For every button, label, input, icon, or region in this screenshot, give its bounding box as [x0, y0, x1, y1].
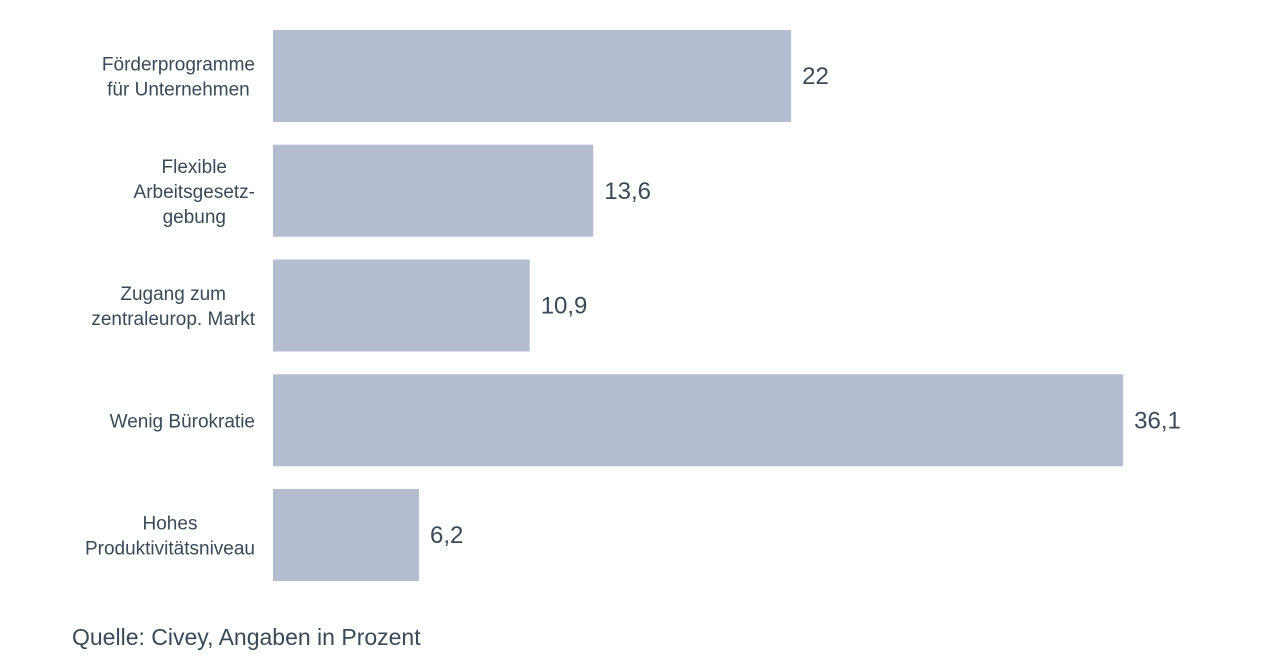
bar-3	[273, 374, 1124, 467]
bar-2	[273, 259, 530, 352]
bar-chart: 22 Förderprogramme für Unternehmen 13,6 Flex…	[85, 30, 1181, 581]
bar-4	[273, 489, 420, 581]
category-label-2: Zugang zum zentraleurop. Markt	[91, 284, 255, 330]
category-label-3: Wenig Bürokratie	[110, 411, 255, 432]
value-label-1: 13,6	[604, 178, 651, 205]
value-label-4: 6,2	[430, 522, 463, 549]
value-label-3: 36,1	[1134, 407, 1181, 434]
value-label-0: 22	[802, 63, 829, 90]
value-label-2: 10,9	[541, 293, 588, 320]
bar-0	[273, 30, 792, 122]
category-label-4: Hohes Produktivitätsniveau	[85, 514, 255, 560]
category-label-1: Flexible Arbeitsgesetz-gebung	[134, 157, 255, 228]
source-note: Quelle: Civey, Angaben in Prozent	[72, 624, 421, 650]
bar-1	[273, 144, 594, 237]
category-label-0: Förderprogramme für Unternehmen	[102, 55, 255, 101]
